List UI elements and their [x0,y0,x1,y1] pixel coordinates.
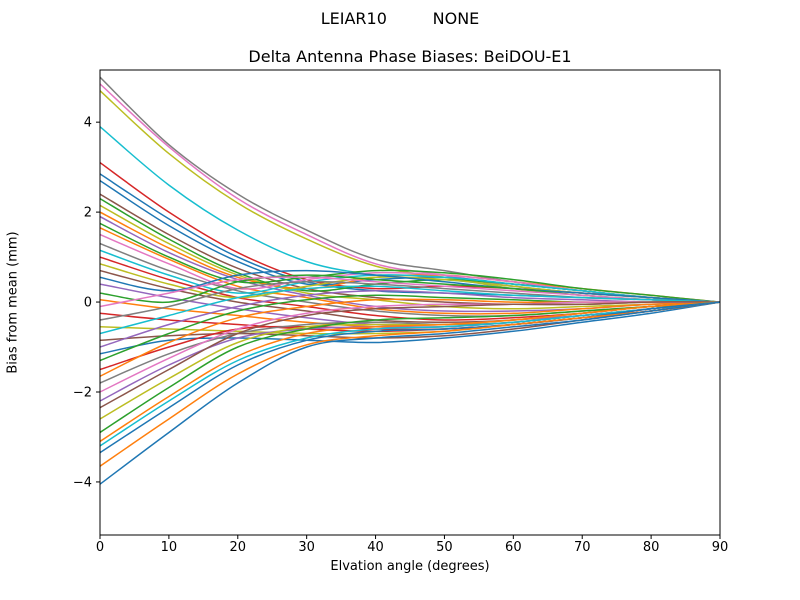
y-axis-label: Bias from mean (mm) [5,231,21,374]
series-line [100,301,720,467]
x-tick-label: 80 [643,540,660,555]
series-line [100,301,720,420]
x-tick-label: 40 [367,540,384,555]
series-line [100,204,720,310]
series-line [100,285,720,335]
x-tick-label: 50 [436,540,453,555]
series-line [100,269,720,303]
y-tick-label: 2 [84,206,92,221]
x-tick-label: 20 [230,540,247,555]
series-line [100,301,720,393]
y-tick-label: 0 [84,296,92,311]
series-line [100,301,720,454]
series-line [100,301,720,409]
series-line [100,301,720,447]
x-tick-label: 90 [712,540,729,555]
x-tick-label: 60 [505,540,522,555]
series-line [100,301,720,355]
x-axis-label: Elvation angle (degrees) [330,559,490,574]
x-tick-label: 10 [161,540,178,555]
series-line [100,301,720,443]
figure-suptitle: LEIAR10 NONE [320,9,480,28]
x-tick-label: 0 [96,540,104,555]
plot-title: Delta Antenna Phase Biases: BeiDOU-E1 [248,47,572,66]
series-line [100,227,720,315]
x-tick-label: 70 [574,540,591,555]
series-line [100,301,720,485]
series-line [100,289,720,348]
series-line [100,222,720,303]
x-tick-label: 30 [298,540,315,555]
y-tick-label: 4 [84,116,92,131]
series-line [100,76,720,303]
series-line [100,301,720,434]
series-line [100,276,720,308]
y-tick-label: −4 [73,475,92,490]
plot-lines [100,76,720,485]
y-tick-label: −2 [73,385,92,400]
